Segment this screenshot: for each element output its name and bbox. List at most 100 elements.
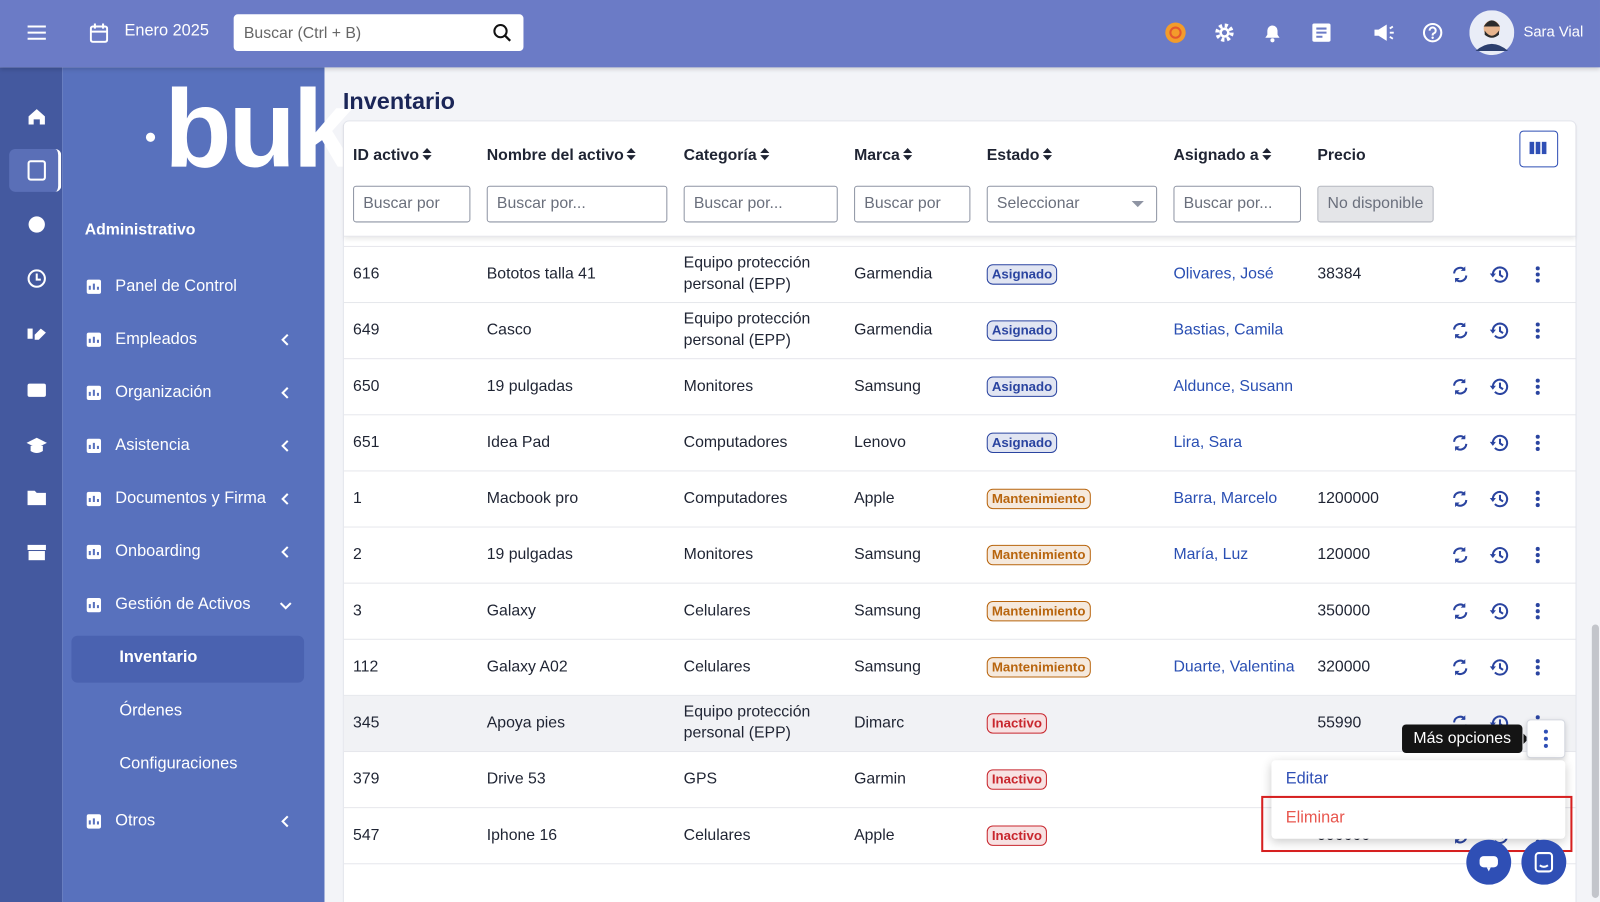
reassign-button[interactable] <box>1450 657 1470 677</box>
header-label-wrap[interactable]: Estado <box>987 147 1052 165</box>
header-label-wrap[interactable]: Categoría <box>684 147 769 165</box>
menu-item[interactable]: Otros <box>62 795 324 848</box>
submenu-item[interactable]: Inventario <box>62 632 324 685</box>
submenu-item[interactable]: Configuraciones <box>62 738 324 791</box>
cell-brand: Samsung <box>854 651 987 685</box>
menu-option-edit[interactable]: Editar <box>1285 770 1329 788</box>
reassign-button[interactable] <box>1450 545 1470 565</box>
cell-text: 350000 <box>1317 601 1371 619</box>
cell-category: Monitores <box>684 538 854 572</box>
bell-icon[interactable] <box>1263 22 1281 43</box>
page-title: Inventario <box>342 87 456 115</box>
cell-text: 120000 <box>1317 545 1371 563</box>
cell-category: Monitores <box>684 370 854 404</box>
column-filter[interactable]: Buscar por... <box>683 185 838 223</box>
cell-text: 320000 <box>1317 657 1371 676</box>
cell-text: 650 <box>353 377 380 395</box>
more-button <box>1535 322 1540 339</box>
header-label-wrap[interactable]: ID activo <box>353 147 432 165</box>
reassign-button[interactable] <box>1450 433 1470 453</box>
cell-text: 616 <box>353 264 380 283</box>
announcements-icon[interactable] <box>1373 23 1394 41</box>
notes-icon[interactable] <box>1312 23 1331 42</box>
reassign-button[interactable] <box>1450 264 1470 284</box>
cell-text: GPS <box>683 769 718 788</box>
cell-category: Computadores <box>684 482 854 516</box>
avatar[interactable] <box>1469 10 1515 56</box>
history-button <box>1489 322 1509 339</box>
scrollbar[interactable] <box>1591 624 1599 898</box>
cell-price <box>1317 324 1450 336</box>
logo[interactable]: buk <box>145 66 370 190</box>
cell-brand: Apple <box>854 482 987 516</box>
cell-text: Macbook pro <box>486 489 579 507</box>
column-filter[interactable]: Buscar por... <box>1173 185 1302 223</box>
cell-status: Asignado <box>986 258 1174 292</box>
messages-button[interactable] <box>1521 839 1567 885</box>
row-actions <box>1450 483 1567 516</box>
menu-item[interactable]: Documentos y Firma <box>62 472 324 525</box>
assignee-link[interactable]: Duarte, Valentina <box>1173 657 1295 676</box>
menu-item[interactable]: Onboarding <box>62 526 324 579</box>
settings-icon[interactable] <box>1214 22 1234 42</box>
column-filter[interactable]: Buscar por <box>854 185 971 223</box>
column-label: Estado <box>986 146 1040 165</box>
more-button <box>1535 490 1540 508</box>
header-label-wrap[interactable]: Nombre del activo <box>487 147 637 165</box>
cell-status: Asignado <box>986 314 1174 348</box>
cell-text: Monitores <box>683 377 754 395</box>
column-header: Categoría Buscar por... <box>683 121 854 235</box>
scroll-edge <box>343 237 1576 247</box>
submenu-item[interactable]: Órdenes <box>62 685 324 738</box>
assignee-link[interactable]: Lira, Sara <box>1173 433 1243 451</box>
assignee-link[interactable]: Barra, Marcelo <box>1173 489 1278 507</box>
column-filter[interactable]: Buscar por... <box>486 185 668 223</box>
status-badge: Mantenimiento <box>986 488 1091 509</box>
period[interactable]: Enero 2025 <box>124 22 209 40</box>
columns-button[interactable] <box>1519 130 1559 168</box>
more-options-button[interactable] <box>1526 719 1566 759</box>
history-button <box>1489 603 1509 620</box>
menu-item[interactable]: Organización <box>62 366 324 419</box>
cell-price <box>1317 437 1450 449</box>
chat-button[interactable] <box>1466 839 1512 885</box>
history-button <box>1489 659 1509 676</box>
cell-id: 649 <box>353 314 487 348</box>
status-badge: Asignado <box>986 376 1058 397</box>
menu-option-delete[interactable]: Eliminar <box>1285 809 1345 827</box>
search-box[interactable]: Buscar (Ctrl + B) <box>233 14 524 52</box>
cell-text: 345 <box>353 713 380 732</box>
reassign-button[interactable] <box>1450 601 1470 621</box>
notification-badge[interactable] <box>1164 21 1186 43</box>
help-icon[interactable] <box>1422 22 1443 43</box>
assignee-link[interactable]: Bastias, Camila <box>1173 320 1284 339</box>
column-filter[interactable]: Seleccionar <box>986 185 1158 223</box>
table-body: 616 Bototos talla 41 Equipo protección per… <box>343 247 1576 865</box>
cell-name: Iphone 16 <box>487 819 684 853</box>
filter-placeholder: Buscar por <box>363 194 440 213</box>
assignee-link[interactable]: Aldunce, Susann <box>1173 377 1294 395</box>
assignee-link[interactable]: Olivares, José <box>1173 264 1274 283</box>
column-label: Precio <box>1317 146 1366 165</box>
reassign-button[interactable] <box>1450 489 1470 509</box>
assignee-link[interactable]: María, Luz <box>1173 545 1249 563</box>
cell-status: Inactivo <box>986 819 1174 853</box>
reassign-button[interactable] <box>1450 377 1470 397</box>
menu-item[interactable]: Asistencia <box>62 419 324 472</box>
reassign-button[interactable] <box>1450 320 1470 340</box>
cell-name: Drive 53 <box>487 763 684 797</box>
column-filter[interactable]: Buscar por <box>353 185 471 223</box>
cell-brand: Samsung <box>854 594 987 628</box>
menu-button[interactable] <box>27 24 46 40</box>
header-label-wrap[interactable]: Marca <box>854 147 913 165</box>
filter-placeholder: Buscar por... <box>496 194 586 213</box>
table-row: 651 Idea Pad Computadores Lenovo Asignado Lir… <box>343 415 1576 472</box>
menu-item[interactable]: Gestión de Activos <box>62 579 324 632</box>
menu-item[interactable]: Empleados <box>62 313 324 366</box>
sort-icon <box>626 147 637 161</box>
header-label-wrap[interactable]: Asignado a <box>1173 147 1271 165</box>
cell-assigned-to: María, Luz <box>1173 538 1317 572</box>
user-name[interactable]: Sara Vial <box>1523 24 1584 41</box>
menu-item[interactable]: Panel de Control <box>62 260 324 313</box>
